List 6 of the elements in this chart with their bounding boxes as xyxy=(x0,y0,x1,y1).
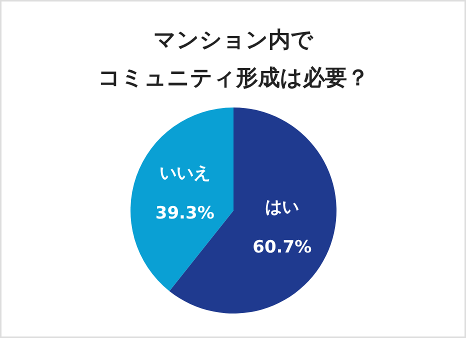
chart-subtitle: コミュニティ形成は必要？ xyxy=(98,66,369,91)
slice-label: はい xyxy=(265,197,300,218)
slice-label: いいえ xyxy=(159,164,210,184)
data-label: 60.7% xyxy=(252,237,312,258)
chart-title: マンション内で xyxy=(154,28,314,53)
data-label: 39.3% xyxy=(155,204,214,224)
